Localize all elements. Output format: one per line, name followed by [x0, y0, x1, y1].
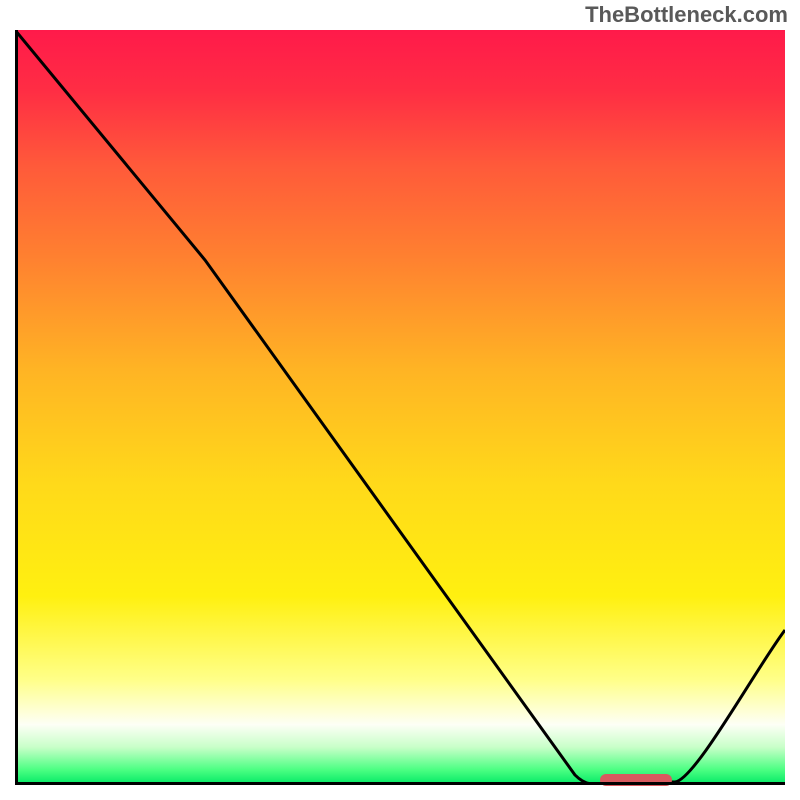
chart-plot-area: [15, 30, 785, 785]
watermark-text: TheBottleneck.com: [585, 2, 788, 28]
x-axis: [15, 782, 785, 785]
chart-curve: [15, 30, 785, 785]
y-axis: [15, 30, 18, 785]
